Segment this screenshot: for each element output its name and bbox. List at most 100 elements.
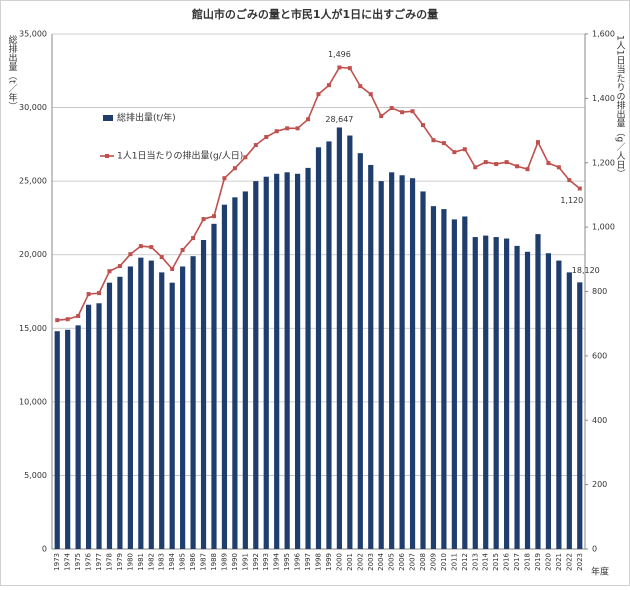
bar: [221, 204, 228, 549]
x-tick-label: 1996: [294, 552, 302, 570]
line-marker: [128, 252, 133, 257]
bar: [190, 256, 196, 549]
x-tick-label: 1988: [210, 553, 218, 571]
bar: [556, 260, 562, 549]
line-marker: [400, 110, 405, 115]
x-axis-title: 年度: [591, 566, 609, 578]
line-marker: [421, 123, 426, 128]
x-tick-label: 2013: [471, 553, 479, 571]
bar: [232, 197, 238, 550]
bar: [462, 216, 468, 549]
x-tick-label: 2019: [534, 553, 542, 571]
line-marker: [316, 92, 321, 97]
x-tick-label: 1982: [147, 553, 155, 571]
bar: [305, 167, 311, 549]
bar: [483, 235, 489, 550]
x-tick-label: 1990: [231, 553, 239, 571]
y-tick-label: 30,000: [19, 103, 47, 112]
bar: [253, 181, 259, 549]
y2-axis-title: 1人1日当たりの排出量（g／人日）: [615, 35, 626, 178]
x-tick-label: 1981: [137, 553, 145, 571]
x-tick-label: 1993: [262, 553, 270, 571]
line-marker: [504, 160, 509, 165]
line-marker: [337, 65, 342, 70]
x-tick-label: 1995: [283, 553, 291, 571]
line-marker: [285, 126, 290, 131]
y-tick-label: 25,000: [19, 177, 47, 186]
x-tick-label: 2002: [356, 553, 364, 571]
line-marker: [567, 178, 572, 183]
x-tick-label: 1997: [304, 553, 312, 571]
x-tick-label: 1978: [105, 553, 113, 571]
line-marker: [159, 255, 164, 260]
y-tick-label: 0: [42, 545, 47, 554]
bar: [430, 206, 437, 549]
x-tick-label: 1975: [74, 553, 82, 571]
bar: [106, 282, 113, 549]
line-marker: [473, 165, 478, 170]
line-marker: [191, 236, 196, 241]
x-tick-label: 2017: [513, 553, 521, 571]
x-tick-label: 1992: [252, 553, 260, 571]
y-tick-label: 35,000: [19, 30, 47, 39]
bar: [493, 237, 499, 550]
line-marker: [76, 313, 81, 318]
y-tick-label: 20,000: [19, 250, 47, 259]
bar: [284, 172, 290, 550]
line-marker: [138, 244, 143, 249]
y2-tick-label: 800: [592, 287, 607, 296]
bar: [514, 245, 520, 549]
line-marker: [65, 317, 70, 322]
line-value-label: 1,496: [328, 50, 351, 59]
x-tick-label: 1983: [158, 553, 166, 571]
bar: [200, 240, 207, 549]
line-marker: [525, 167, 530, 172]
bar: [85, 304, 92, 549]
y2-tick-label: 1,000: [592, 223, 615, 232]
legend-swatch: [105, 154, 109, 158]
x-tick-label: 1986: [189, 552, 197, 570]
y-axis-title: 総排出量（t／年）: [7, 34, 18, 111]
bar: [65, 329, 71, 549]
line-marker: [253, 143, 258, 148]
x-tick-label: 1977: [95, 553, 103, 571]
line-marker: [306, 117, 311, 122]
x-tick-label: 1979: [116, 553, 124, 571]
y2-tick-label: 1,200: [592, 158, 615, 167]
x-tick-label: 2003: [367, 553, 375, 571]
bar: [326, 141, 332, 549]
bar: [117, 276, 123, 549]
x-tick-label: 2009: [429, 553, 437, 571]
y-tick-label: 5,000: [24, 471, 47, 480]
line-marker: [201, 217, 206, 222]
line-value-label: 1,120: [560, 196, 583, 205]
line-marker: [556, 165, 561, 170]
x-tick-label: 2007: [409, 553, 417, 571]
bar: [336, 127, 343, 549]
bar: [159, 272, 165, 549]
line-marker: [222, 176, 227, 181]
x-tick-label: 2005: [388, 553, 396, 571]
x-tick-label: 2001: [346, 553, 354, 571]
bar: [357, 153, 363, 549]
bar: [535, 234, 541, 549]
x-tick-label: 2020: [544, 553, 552, 571]
bar: [127, 266, 133, 549]
x-tick-label: 1987: [200, 553, 208, 571]
x-tick-label: 1989: [220, 553, 228, 571]
x-tick-label: 2015: [492, 553, 500, 571]
bar: [545, 253, 552, 549]
bar: [451, 219, 457, 549]
x-tick-label: 2000: [335, 553, 343, 571]
y2-tick-label: 0: [592, 545, 597, 554]
bar-value-label: 28,647: [325, 115, 353, 124]
y2-tick-label: 1,400: [592, 94, 615, 103]
bar: [566, 272, 572, 549]
line-marker: [180, 247, 185, 252]
bar: [368, 164, 374, 549]
line-marker: [211, 214, 216, 219]
bar: [242, 191, 248, 549]
line-marker: [389, 106, 394, 111]
line-marker: [117, 264, 122, 269]
x-tick-label: 1998: [315, 553, 323, 571]
